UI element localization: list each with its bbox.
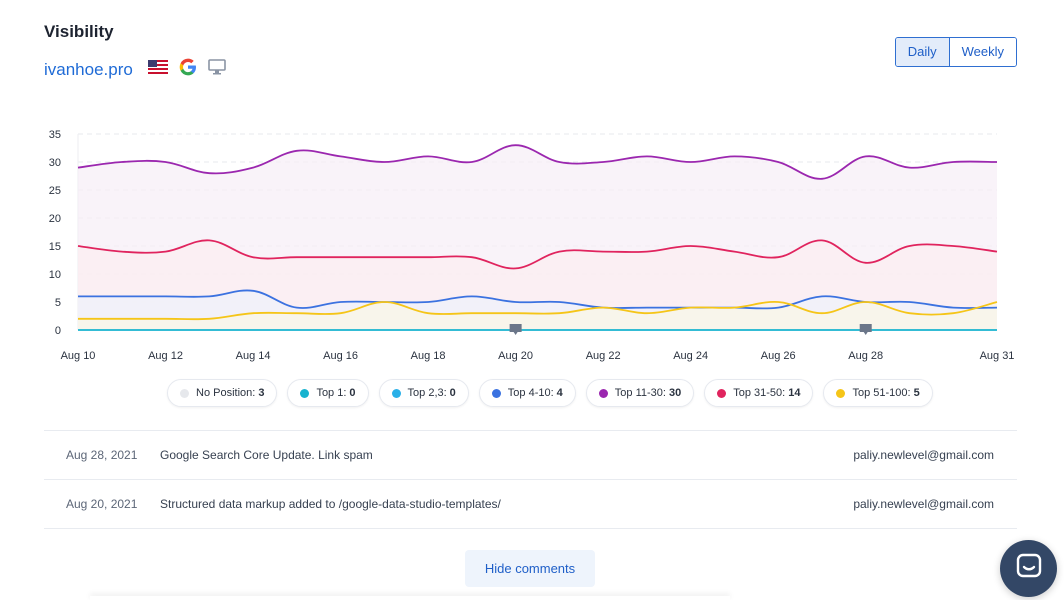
panel-edge: [90, 596, 730, 600]
legend-value: 5: [913, 387, 920, 399]
legend-label: No Position:: [196, 387, 256, 399]
google-icon: [179, 58, 197, 81]
legend-item[interactable]: Top 1: 0: [287, 379, 369, 407]
legend-value: 30: [668, 387, 682, 399]
x-tick-label: Aug 22: [586, 350, 621, 362]
legend-item[interactable]: Top 2,3: 0: [378, 379, 469, 407]
comment-marker-icon: [859, 324, 872, 335]
legend-value: 4: [556, 387, 563, 399]
chat-widget-button[interactable]: [1000, 540, 1057, 597]
domain-link[interactable]: ivanhoe.pro: [44, 59, 133, 79]
legend-label: Top 31-50:: [733, 387, 786, 399]
comment-text: Structured data markup added to /google-…: [160, 497, 501, 511]
legend-label: Top 51-100:: [852, 387, 911, 399]
x-tick-label: Aug 24: [673, 350, 708, 362]
legend-item[interactable]: Top 31-50: 14: [704, 379, 814, 407]
daily-button[interactable]: Daily: [895, 38, 950, 66]
y-tick-label: 25: [49, 185, 61, 197]
chart-legend: No Position: 3 Top 1: 0 Top 2,3: 0 Top 4-10: 4 T…: [167, 379, 943, 407]
y-tick-label: 10: [49, 269, 61, 281]
legend-item[interactable]: Top 11-30: 30: [585, 379, 695, 407]
y-tick-label: 20: [49, 213, 61, 225]
series-line: [77, 239, 998, 270]
y-tick-label: 30: [49, 157, 61, 169]
legend-dot: [491, 388, 501, 398]
x-tick-label: Aug 28: [848, 350, 883, 362]
x-tick-label: Aug 14: [236, 350, 271, 362]
x-tick-label: Aug 16: [323, 350, 358, 362]
y-tick-label: 0: [55, 325, 61, 337]
x-tick-label: Aug 31: [980, 350, 1015, 362]
x-tick-label: Aug 18: [411, 350, 446, 362]
legend-item[interactable]: Top 51-100: 5: [823, 379, 933, 407]
legend-item[interactable]: No Position: 3: [167, 379, 278, 407]
legend-value: 14: [788, 387, 801, 399]
comment-author: paliy.newlevel@gmail.com: [853, 448, 994, 462]
y-tick-label: 15: [49, 241, 61, 253]
comment-text: Google Search Core Update. Link spam: [160, 448, 373, 462]
legend-dot: [180, 388, 189, 398]
x-tick-label: Aug 12: [148, 350, 183, 362]
legend-label: Top 2,3:: [407, 387, 447, 399]
legend-label: Top 11-30:: [614, 387, 666, 399]
legend-label: Top 4-10:: [507, 387, 554, 399]
legend-label: Top 1:: [316, 387, 347, 399]
legend-dot: [598, 388, 608, 398]
legend-dot: [836, 388, 846, 398]
comment-author: paliy.newlevel@gmail.com: [853, 497, 994, 511]
legend-item[interactable]: Top 4-10: 4: [478, 379, 576, 407]
comment-date: Aug 20, 2021: [66, 497, 138, 511]
y-tick-label: 5: [55, 297, 61, 309]
series-line: [77, 301, 998, 321]
chat-icon: [1015, 552, 1043, 585]
x-tick-label: Aug 26: [761, 350, 796, 362]
series-line: [78, 289, 998, 310]
series-line: [77, 144, 998, 180]
project-info: ivanhoe.pro: [44, 58, 237, 81]
period-toggle: Daily Weekly: [894, 37, 1017, 67]
legend-value: 3: [258, 387, 265, 399]
us-flag-icon: [147, 60, 168, 79]
legend-dot: [300, 388, 310, 398]
legend-value: 0: [349, 387, 356, 399]
comment-marker-icon: [509, 324, 522, 335]
y-tick-label: 35: [49, 129, 61, 141]
visibility-chart: 35 30 25 20 15 10 5 0 Aug 10 Aug 12 Aug 14 Aug 16 Au…: [49, 129, 1015, 362]
comment-row: Aug 28, 2021 Google Search Core Update. …: [44, 430, 1017, 479]
legend-dot: [717, 388, 727, 398]
comments-list: Aug 28, 2021 Google Search Core Update. …: [44, 430, 1017, 529]
legend-dot: [391, 388, 401, 398]
legend-value: 0: [449, 387, 456, 399]
desktop-icon: [208, 59, 226, 80]
x-tick-label: Aug 20: [498, 350, 533, 362]
hide-comments-button[interactable]: Hide comments: [465, 550, 595, 587]
comment-row: Aug 20, 2021 Structured data markup adde…: [44, 479, 1017, 529]
comment-date: Aug 28, 2021: [66, 448, 138, 462]
x-tick-label: Aug 10: [61, 350, 96, 362]
page-title: Visibility: [44, 22, 114, 41]
weekly-button[interactable]: Weekly: [949, 38, 1016, 66]
